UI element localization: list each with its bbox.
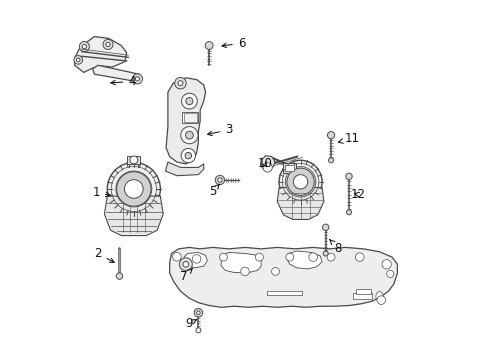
Circle shape (255, 253, 263, 261)
Text: 8: 8 (330, 240, 342, 255)
Ellipse shape (279, 160, 322, 203)
Text: 5: 5 (209, 184, 220, 198)
Text: 12: 12 (350, 188, 366, 201)
Bar (184, 113, 197, 122)
Polygon shape (170, 247, 397, 307)
Circle shape (309, 253, 318, 261)
Circle shape (82, 44, 87, 49)
Circle shape (175, 77, 186, 89)
Bar (182, 112, 198, 123)
Circle shape (181, 127, 198, 144)
Text: 3: 3 (208, 123, 233, 136)
Polygon shape (267, 291, 302, 296)
Circle shape (355, 253, 364, 261)
Polygon shape (166, 162, 204, 176)
Text: 10: 10 (257, 157, 272, 170)
Circle shape (327, 132, 335, 139)
Circle shape (106, 42, 110, 46)
Circle shape (192, 255, 201, 263)
Circle shape (181, 148, 196, 163)
Circle shape (387, 270, 394, 278)
Circle shape (117, 172, 151, 206)
Circle shape (287, 168, 314, 195)
Circle shape (271, 267, 279, 275)
Bar (353, 293, 372, 299)
Circle shape (196, 328, 201, 333)
Circle shape (377, 296, 386, 305)
Circle shape (322, 224, 329, 230)
Circle shape (286, 253, 294, 261)
Circle shape (294, 175, 308, 189)
Ellipse shape (107, 162, 160, 216)
Text: 2: 2 (94, 247, 114, 262)
Text: 9: 9 (186, 317, 196, 330)
Bar (285, 165, 294, 171)
Circle shape (215, 175, 224, 185)
Text: 1: 1 (93, 186, 110, 199)
Circle shape (196, 311, 200, 315)
Circle shape (186, 98, 193, 105)
Bar (283, 163, 296, 173)
Circle shape (346, 173, 352, 180)
Circle shape (241, 267, 249, 276)
Circle shape (132, 74, 143, 84)
Circle shape (178, 81, 183, 86)
Polygon shape (277, 188, 324, 220)
Circle shape (116, 273, 122, 279)
Circle shape (135, 77, 140, 81)
Text: 7: 7 (180, 268, 193, 283)
Polygon shape (104, 196, 163, 235)
Text: 11: 11 (339, 132, 360, 145)
Circle shape (130, 156, 138, 164)
Circle shape (124, 180, 143, 198)
Circle shape (205, 41, 213, 49)
Ellipse shape (376, 292, 383, 302)
Circle shape (181, 93, 197, 109)
Circle shape (323, 251, 328, 256)
Circle shape (329, 158, 334, 163)
Polygon shape (166, 78, 205, 164)
Ellipse shape (116, 171, 152, 207)
Circle shape (76, 58, 80, 62)
Circle shape (382, 260, 392, 269)
Circle shape (220, 253, 227, 261)
Circle shape (179, 258, 192, 271)
Circle shape (186, 131, 194, 139)
Circle shape (346, 210, 351, 215)
Circle shape (327, 253, 335, 261)
Bar (127, 156, 140, 164)
Ellipse shape (285, 167, 316, 197)
Polygon shape (74, 37, 126, 72)
Text: 6: 6 (222, 36, 245, 50)
Circle shape (74, 55, 82, 64)
Circle shape (183, 261, 189, 267)
Circle shape (172, 252, 181, 261)
Polygon shape (184, 252, 207, 268)
Circle shape (103, 40, 113, 49)
Polygon shape (93, 65, 141, 81)
Polygon shape (221, 252, 261, 273)
Circle shape (185, 152, 192, 159)
Bar (356, 289, 370, 294)
Circle shape (263, 163, 272, 172)
Polygon shape (287, 251, 322, 269)
Circle shape (79, 41, 89, 51)
Circle shape (218, 178, 222, 182)
Circle shape (194, 309, 203, 317)
Polygon shape (260, 156, 275, 170)
Text: 4: 4 (111, 75, 136, 88)
